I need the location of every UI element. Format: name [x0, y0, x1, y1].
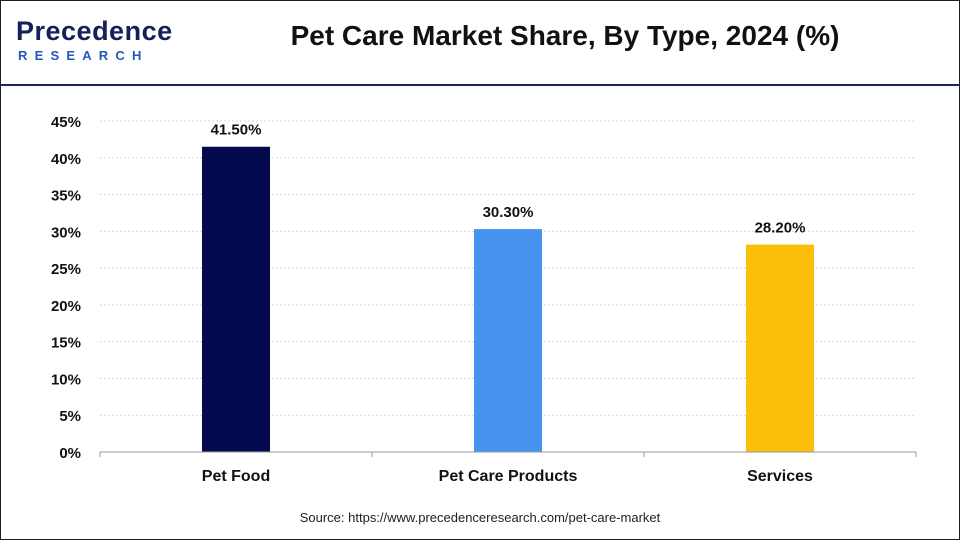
header: Precedence RESEARCH Pet Care Market Shar… — [0, 0, 960, 86]
x-axis — [99, 451, 917, 457]
bars — [202, 146, 814, 452]
y-tick-label: 5% — [59, 408, 81, 425]
y-axis-ticks: 0% 5% 10% 15% 20% 25% 30% 35% 40% 45% — [51, 114, 81, 462]
bar-chart: 0% 5% 10% 15% 20% 25% 30% 35% 40% 45% 41.50% Pet F… — [51, 114, 917, 485]
data-label: 30.30% — [483, 204, 534, 221]
y-tick-label: 45% — [51, 114, 81, 131]
chart-title: Pet Care Market Share, By Type, 2024 (%) — [290, 20, 840, 51]
bar-pet-care-products — [474, 229, 542, 452]
y-tick-label: 25% — [51, 261, 81, 278]
x-tick-label: Pet Care Products — [439, 468, 578, 485]
source-note: Source: https://www.precedenceresearch.c… — [299, 510, 661, 525]
y-tick-label: 40% — [51, 151, 81, 168]
logo-wordmark: Precedence — [16, 16, 173, 46]
y-tick-label: 30% — [51, 224, 81, 241]
y-tick-label: 10% — [51, 371, 81, 388]
x-tick-label: Services — [747, 468, 813, 485]
y-tick-label: 0% — [59, 445, 81, 462]
y-tick-label: 35% — [51, 188, 81, 205]
y-tick-label: 15% — [51, 335, 81, 352]
bar-services — [746, 244, 814, 452]
header-divider — [0, 84, 960, 86]
data-label: 28.20% — [755, 220, 806, 237]
data-label: 41.50% — [211, 122, 262, 139]
logo-subtitle: RESEARCH — [18, 48, 149, 63]
labels: 41.50% Pet Food 30.30% Pet Care Products 28.… — [202, 122, 813, 485]
x-tick-label: Pet Food — [202, 468, 270, 485]
precedence-research-logo: Precedence RESEARCH — [16, 16, 172, 66]
y-tick-label: 20% — [51, 298, 81, 315]
bar-pet-food — [202, 146, 270, 452]
